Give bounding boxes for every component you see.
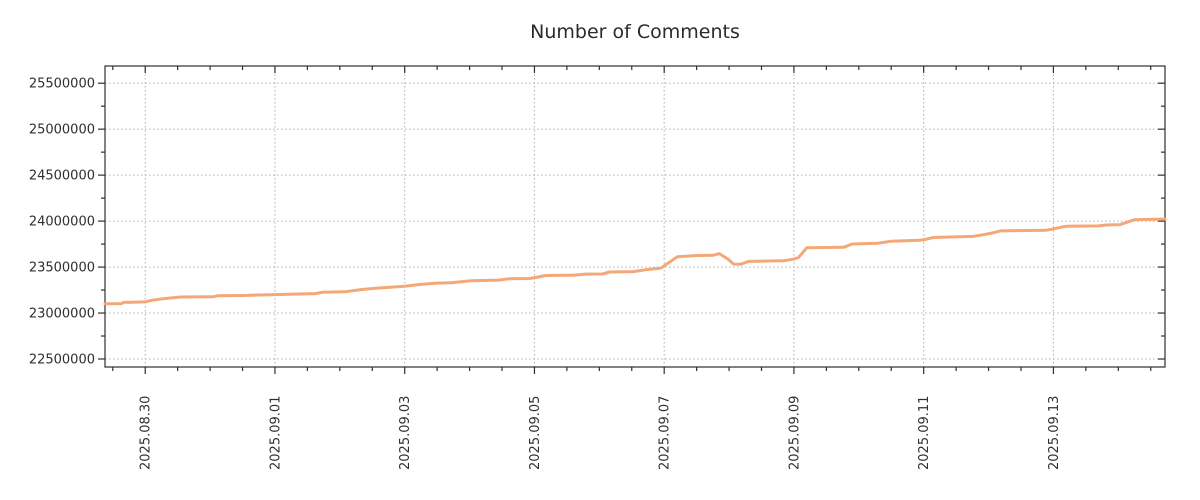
x-axis-tick-label: 2025.09.11 <box>917 396 932 470</box>
plot-border <box>104 65 1166 368</box>
y-axis-tick-label: 25500000 <box>29 77 95 92</box>
x-axis-tick-label: 2025.09.13 <box>1047 396 1062 470</box>
y-axis-tick-label: 25000000 <box>29 123 95 138</box>
y-axis-tick-labels: 22500000 23000000 23500000 24000000 24500000… <box>29 77 95 368</box>
x-axis-tick-labels: 2025.08.30 2025.09.01 2025.09.03 2025.09.05… <box>139 396 1062 470</box>
x-axis-tick-label: 2025.09.07 <box>658 396 673 470</box>
x-axis-tick-label: 2025.09.03 <box>398 396 413 470</box>
chart-title: Number of Comments <box>530 21 740 43</box>
grid-lines <box>105 66 1165 367</box>
x-axis-tick-label: 2025.09.05 <box>528 396 543 470</box>
y-axis-tick-label: 24000000 <box>29 215 95 230</box>
y-axis-tick-label: 24500000 <box>29 169 95 184</box>
axis-ticks <box>98 66 1165 374</box>
y-axis-tick-label: 22500000 <box>29 353 95 368</box>
x-axis-tick-label: 2025.09.09 <box>787 396 802 470</box>
x-axis-tick-label: 2025.08.30 <box>139 396 154 470</box>
y-axis-tick-label: 23000000 <box>29 307 95 322</box>
y-axis-tick-label: 23500000 <box>29 261 95 276</box>
x-axis-tick-label: 2025.09.01 <box>268 396 283 470</box>
comments-line-series <box>103 217 1167 306</box>
